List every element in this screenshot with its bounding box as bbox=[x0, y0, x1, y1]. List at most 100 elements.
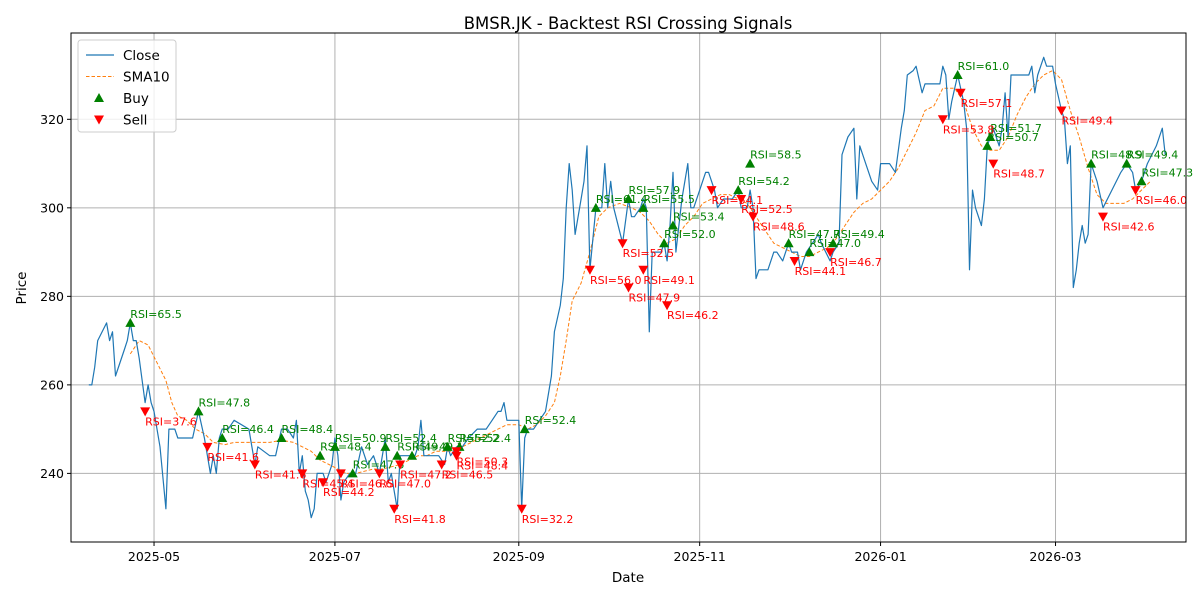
buy-marker bbox=[638, 202, 649, 212]
sell-marker bbox=[318, 478, 329, 488]
buy-marker bbox=[329, 441, 340, 451]
sell-annotation: RSI=52.5 bbox=[623, 247, 675, 260]
buy-annotation: RSI=50.7 bbox=[987, 131, 1039, 144]
legend-label-sell: Sell bbox=[123, 113, 147, 129]
sell-marker bbox=[789, 256, 800, 266]
sell-marker bbox=[825, 248, 836, 258]
buy-marker bbox=[982, 140, 993, 150]
sell-annotation: RSI=46.2 bbox=[667, 309, 719, 322]
y-tick-label: 240 bbox=[40, 466, 64, 481]
signal-markers: RSI=65.5 RSI=47.8 RSI=46.4 RSI=48.4 RSI=48.4… bbox=[125, 60, 1193, 526]
sell-annotation: RSI=44.2 bbox=[323, 486, 375, 499]
sell-marker bbox=[335, 469, 346, 479]
sell-marker bbox=[617, 239, 628, 249]
buy-marker bbox=[659, 238, 670, 248]
x-tick-label: 2025-09 bbox=[493, 549, 545, 564]
buy-annotation: RSI=47.3 bbox=[1142, 166, 1194, 179]
y-tick-label: 320 bbox=[40, 112, 64, 127]
buy-annotation: RSI=57.9 bbox=[629, 184, 681, 197]
legend: Close SMA10 Buy Sell bbox=[77, 39, 177, 133]
sell-annotation: RSI=47.0 bbox=[379, 477, 431, 490]
sell-annotation: RSI=44.1 bbox=[795, 265, 847, 278]
sell-marker bbox=[516, 504, 527, 514]
buy-annotation: RSI=51.7 bbox=[990, 122, 1042, 135]
y-axis-ticks: 240 260 280 300 320 bbox=[40, 112, 71, 481]
buy-marker bbox=[1086, 158, 1097, 168]
legend-label-close: Close bbox=[123, 48, 160, 64]
x-axis-label: Date bbox=[612, 570, 644, 586]
sell-annotation: RSI=41.8 bbox=[394, 513, 446, 526]
sell-marker bbox=[706, 186, 717, 196]
sell-marker bbox=[1056, 106, 1067, 116]
sell-marker bbox=[955, 88, 966, 98]
buy-marker bbox=[1136, 176, 1147, 186]
y-tick-label: 280 bbox=[40, 289, 64, 304]
buy-marker bbox=[733, 185, 744, 195]
buy-marker bbox=[125, 317, 136, 327]
sell-annotation: RSI=49.1 bbox=[643, 274, 695, 287]
buy-annotation: RSI=52.2 bbox=[448, 432, 500, 445]
buy-annotation: RSI=46.4 bbox=[222, 423, 274, 436]
buy-annotation: RSI=49.4 bbox=[397, 441, 449, 454]
sell-annotation: RSI=42.6 bbox=[1103, 221, 1155, 234]
sell-annotation: RSI=32.2 bbox=[522, 513, 574, 526]
y-tick-label: 300 bbox=[40, 200, 64, 215]
sell-marker bbox=[374, 469, 385, 479]
legend-swatch-buy bbox=[94, 93, 104, 102]
sell-marker bbox=[662, 301, 673, 311]
sell-annotation: RSI=46.5 bbox=[442, 469, 494, 482]
buy-annotation: RSI=47.7 bbox=[789, 228, 841, 241]
buy-marker bbox=[442, 441, 453, 451]
sell-annotation: RSI=56.0 bbox=[590, 274, 642, 287]
buy-annotation: RSI=49.4 bbox=[833, 228, 885, 241]
sell-marker bbox=[395, 460, 406, 470]
sell-marker bbox=[436, 460, 447, 470]
buy-annotation: RSI=47.8 bbox=[199, 396, 251, 409]
buy-annotation: RSI=55.5 bbox=[643, 193, 695, 206]
buy-annotation: RSI=52.4 bbox=[525, 414, 577, 427]
buy-annotation: RSI=54.2 bbox=[738, 175, 790, 188]
legend-label-sma: SMA10 bbox=[123, 70, 170, 86]
buy-marker bbox=[828, 238, 839, 248]
x-axis-ticks: 2025-05 2025-07 2025-09 2025-11 2026-01 2026-… bbox=[128, 542, 1082, 564]
buy-marker bbox=[276, 432, 287, 442]
legend-swatch-sell bbox=[94, 115, 104, 125]
buy-annotation: RSI=53.4 bbox=[673, 211, 725, 224]
buy-annotation: RSI=50.9 bbox=[335, 432, 387, 445]
sell-marker bbox=[202, 442, 213, 452]
buy-marker bbox=[380, 441, 391, 451]
sell-marker bbox=[297, 469, 308, 479]
sell-annotation: RSI=57.1 bbox=[961, 97, 1013, 110]
sell-marker bbox=[1130, 186, 1141, 196]
sell-marker bbox=[748, 212, 759, 222]
sell-annotation: RSI=46.6 bbox=[341, 477, 393, 490]
buy-annotation: RSI=65.5 bbox=[130, 308, 182, 321]
legend-items: Close SMA10 Buy Sell bbox=[86, 48, 170, 129]
x-tick-label: 2025-11 bbox=[674, 549, 726, 564]
sell-marker bbox=[140, 407, 151, 417]
buy-annotation: RSI=61.0 bbox=[958, 60, 1010, 73]
buy-annotation: RSI=52.4 bbox=[459, 432, 511, 445]
buy-annotation: RSI=48.9 bbox=[1091, 149, 1143, 162]
sell-marker bbox=[1097, 212, 1108, 222]
sell-annotation: RSI=54.1 bbox=[712, 194, 764, 207]
grid-lines bbox=[71, 33, 1186, 542]
buy-marker bbox=[315, 450, 326, 460]
sell-marker bbox=[736, 194, 747, 204]
buy-marker bbox=[667, 220, 678, 230]
chart-title: BMSR.JK - Backtest RSI Crossing Signals bbox=[464, 14, 793, 33]
y-axis-label: Price bbox=[14, 272, 30, 305]
sell-annotation: RSI=50.3 bbox=[457, 455, 509, 468]
plot-frame bbox=[70, 32, 1187, 543]
sell-annotation: RSI=41.6 bbox=[255, 469, 307, 482]
sell-annotation: RSI=41.6 bbox=[207, 451, 259, 464]
buy-marker bbox=[985, 132, 996, 142]
sell-annotation: RSI=48.7 bbox=[993, 168, 1045, 181]
plot-area: RSI=65.5 RSI=47.8 RSI=46.4 RSI=48.4 RSI=48.4… bbox=[70, 32, 1193, 543]
buy-marker bbox=[783, 238, 794, 248]
sell-marker bbox=[584, 265, 595, 275]
buy-marker bbox=[590, 202, 601, 212]
sell-annotation: RSI=48.4 bbox=[457, 460, 509, 473]
sell-marker bbox=[638, 265, 649, 275]
sell-annotation: RSI=45.4 bbox=[302, 477, 354, 490]
